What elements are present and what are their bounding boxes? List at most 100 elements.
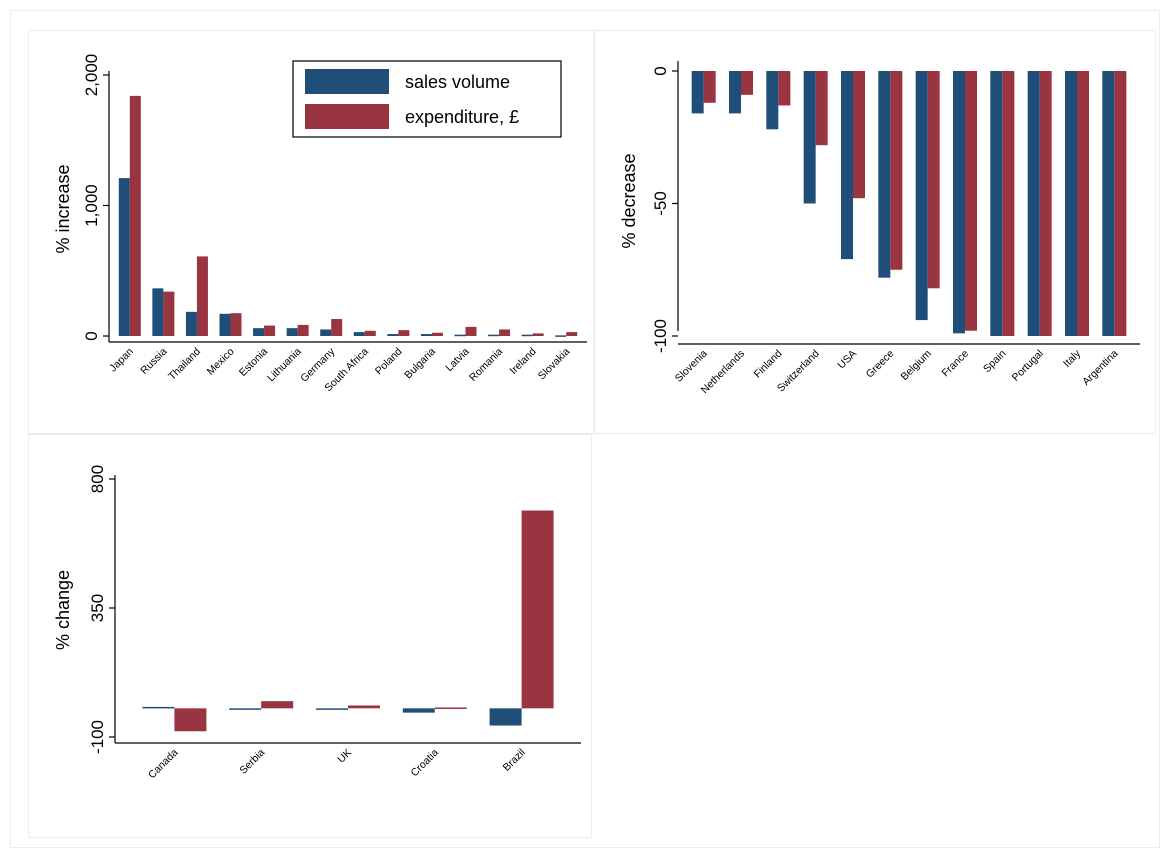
y-axis-label: % change xyxy=(53,570,73,650)
bar-sales-volume-croatia xyxy=(402,708,435,713)
y-axis-label: % increase xyxy=(53,164,73,253)
bar-sales-volume-france xyxy=(953,71,965,334)
x-tick-label-usa: USA xyxy=(835,348,859,372)
bar-expenditure-france xyxy=(965,71,977,331)
x-tick-label-thailand: Thailand xyxy=(166,346,203,383)
x-tick-label-canada: Canada xyxy=(146,747,181,782)
x-tick-label-slovenia: Slovenia xyxy=(673,348,710,385)
x-tick-label-japan: Japan xyxy=(107,346,136,375)
x-tick-label-ireland: Ireland xyxy=(508,346,539,377)
bar-expenditure-finland xyxy=(778,71,791,106)
x-tick-label-uk: UK xyxy=(335,747,354,766)
bar-sales-volume-usa xyxy=(841,71,853,260)
bar-expenditure-portugal xyxy=(1039,71,1052,336)
bar-expenditure-usa xyxy=(853,71,865,199)
x-tick-label-mexico: Mexico xyxy=(205,346,237,378)
bar-sales-volume-finland xyxy=(766,71,779,130)
bar-sales-volume-estonia xyxy=(253,328,265,336)
bar-expenditure-serbia xyxy=(261,701,294,709)
bar-sales-volume-germany xyxy=(320,329,332,336)
chart-panel-change: -100 350 800 % change Canada Serbia UK Croatia B… xyxy=(28,434,592,838)
x-tick-label-italy: Italy xyxy=(1061,347,1084,370)
bar-expenditure-belgium xyxy=(927,71,940,289)
bar-expenditure-canada xyxy=(174,708,207,732)
x-tick-label-slovakia: Slovakia xyxy=(536,346,573,383)
bar-expenditure-japan xyxy=(129,95,141,336)
x-tick-label-portugal: Portugal xyxy=(1010,348,1046,384)
bar-sales-volume-argentina xyxy=(1102,71,1115,336)
bar-sales-volume-lithuania xyxy=(286,328,298,336)
bar-expenditure-brazil xyxy=(521,510,554,709)
bar-sales-volume-thailand xyxy=(185,311,197,336)
legend-swatch-expenditure xyxy=(305,104,389,129)
bar-expenditure-switzerland xyxy=(815,71,828,146)
y-tick-label: 0 xyxy=(82,331,101,340)
bar-expenditure-thailand xyxy=(196,256,208,336)
x-tick-label-france: France xyxy=(940,348,972,380)
figure-frame xyxy=(10,10,1160,848)
y-tick-label: -100 xyxy=(88,720,107,754)
legend-label-expenditure: expenditure, £ xyxy=(405,107,519,127)
bar-sales-volume-russia xyxy=(152,288,164,336)
bar-sales-volume-canada xyxy=(142,706,175,709)
bar-sales-volume-uk xyxy=(316,708,348,710)
bar-expenditure-netherlands xyxy=(741,71,753,95)
bar-sales-volume-ireland xyxy=(521,334,533,337)
bar-expenditure-south-africa xyxy=(364,330,376,336)
y-axis-label: % decrease xyxy=(619,153,639,248)
bar-sales-volume-netherlands xyxy=(729,71,741,114)
bar-expenditure-uk xyxy=(348,705,380,709)
bar-expenditure-romania xyxy=(499,329,511,336)
bar-expenditure-mexico xyxy=(230,313,242,336)
bar-expenditure-ireland xyxy=(532,333,544,336)
y-tick-label: 800 xyxy=(88,465,107,493)
bar-sales-volume-romania xyxy=(488,334,500,337)
bar-expenditure-russia xyxy=(163,291,175,336)
x-tick-label-greece: Greece xyxy=(864,348,897,381)
chart-svg: 0 1,000 2,000 % increase Japan RussiaThailand… xyxy=(53,54,587,394)
x-tick-label-poland: Poland xyxy=(373,346,405,378)
x-tick-label-bulgaria: Bulgaria xyxy=(402,346,438,382)
bar-expenditure-italy xyxy=(1077,71,1089,336)
bar-expenditure-argentina xyxy=(1114,71,1127,336)
x-tick-label-lithuania: Lithuania xyxy=(265,346,304,385)
x-tick-label-brazil: Brazil xyxy=(501,747,528,774)
bar-sales-volume-brazil xyxy=(489,708,522,726)
y-tick-label: 1,000 xyxy=(82,184,101,227)
bar-sales-volume-portugal xyxy=(1027,71,1040,336)
bar-expenditure-greece xyxy=(890,71,903,270)
y-tick-label: 350 xyxy=(88,594,107,622)
bar-expenditure-bulgaria xyxy=(431,332,443,336)
bar-sales-volume-japan xyxy=(118,178,130,336)
x-tick-label-estonia: Estonia xyxy=(237,346,270,379)
bar-sales-volume-belgium xyxy=(915,71,928,321)
y-tick-label: 2,000 xyxy=(82,54,101,97)
bar-expenditure-croatia xyxy=(434,707,467,709)
bar-expenditure-spain xyxy=(1002,71,1015,336)
bar-expenditure-poland xyxy=(398,330,410,336)
x-tick-label-romania: Romania xyxy=(467,346,505,384)
bar-sales-volume-serbia xyxy=(229,708,262,710)
bar-expenditure-latvia xyxy=(465,326,477,336)
bar-sales-volume-slovakia xyxy=(555,335,567,337)
chart-panel-decrease: 0 -50 -100% decrease Slovenia Netherlands Fin… xyxy=(594,30,1156,434)
y-tick-label: -100 xyxy=(651,319,670,353)
bar-sales-volume-italy xyxy=(1065,71,1077,336)
y-tick-label: 0 xyxy=(651,66,670,75)
x-tick-label-belgium: Belgium xyxy=(898,347,933,382)
x-tick-label-finland: Finland xyxy=(752,348,785,381)
bar-expenditure-germany xyxy=(331,319,343,336)
bar-sales-volume-greece xyxy=(878,71,891,278)
bar-sales-volume-mexico xyxy=(219,313,231,336)
x-tick-label-latvia: Latvia xyxy=(443,346,471,374)
bar-sales-volume-switzerland xyxy=(803,71,816,204)
legend-swatch-sales-volume xyxy=(305,69,389,94)
x-tick-label-spain: Spain xyxy=(981,348,1009,376)
bar-sales-volume-poland xyxy=(387,334,399,336)
legend: sales volume expenditure, £ xyxy=(292,60,562,138)
x-tick-label-croatia: Croatia xyxy=(408,747,441,780)
bar-sales-volume-latvia xyxy=(454,334,466,337)
bar-sales-volume-slovenia xyxy=(691,71,704,114)
bar-expenditure-lithuania xyxy=(297,324,309,336)
